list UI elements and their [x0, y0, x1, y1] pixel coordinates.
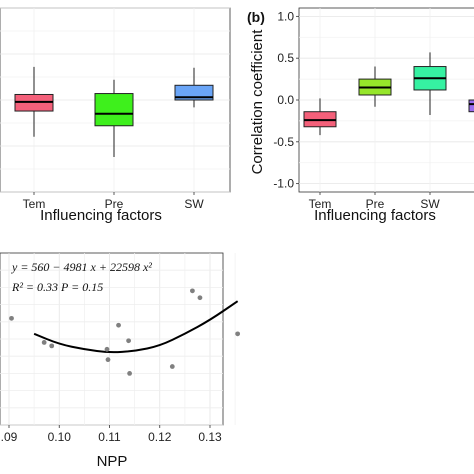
data-point [9, 315, 14, 321]
x-tick-label: 0.12 [148, 430, 172, 444]
y-tick-label: 0.0 [277, 93, 294, 107]
panel-a-xticks: Tem Pre SW [23, 192, 204, 211]
data-point [104, 346, 110, 352]
x-tick-label: 0.11 [98, 430, 121, 444]
regression-equation: y = 560 − 4981 x + 22598 x² [11, 260, 152, 274]
data-point [105, 357, 111, 363]
y-tick-label: -0.5 [273, 135, 294, 149]
data-point [169, 364, 175, 369]
panel-b-xlabel: Influencing factors [314, 207, 436, 224]
panel-b-yticks: -1.0 -0.5 0.0 0.5 1.0 [273, 9, 299, 191]
x-tick-label: Pre [105, 197, 124, 211]
y-tick-label: 0.5 [277, 51, 294, 65]
fit-curve [33, 300, 239, 354]
box-pre [94, 93, 134, 127]
panel-a: Tem Pre SW Influencing factors [0, 7, 231, 224]
box-extra [468, 99, 474, 113]
y-tick-label: -1.0 [273, 177, 294, 191]
panel-c-points [9, 288, 241, 376]
data-point [197, 295, 203, 301]
x-tick-label: Tem [23, 197, 46, 211]
panel-a-xlabel: Influencing factors [40, 207, 162, 224]
y-tick-label: 1.0 [277, 9, 294, 23]
data-point [127, 371, 132, 376]
panel-b-ylabel: Correlation coefficient [249, 29, 266, 175]
data-point [235, 331, 241, 337]
panel-c-grid [0, 253, 236, 426]
panel-c-xticks: .09 0.10 0.11 0.12 0.13 [1, 425, 222, 444]
x-tick-label: 0.13 [198, 430, 222, 444]
x-tick-label: .09 [1, 430, 18, 444]
data-point [116, 322, 121, 328]
panel-b-boxes [303, 52, 474, 136]
panel-b-xticks: Tem Pre SW [309, 192, 440, 211]
data-point [49, 343, 55, 349]
panel-b-label: (b) [247, 9, 265, 25]
x-tick-label: Tem [309, 197, 332, 211]
data-point [126, 338, 131, 344]
regression-stats: R² = 0.33 P = 0.15 [11, 280, 103, 294]
panel-a-boxes [14, 66, 214, 158]
panel-c: .09 0.10 0.11 0.12 0.13 y = 560 − 4981 x + 2… [0, 252, 241, 470]
x-tick-label: Pre [366, 197, 385, 211]
x-tick-label: SW [420, 197, 440, 211]
panel-c-xlabel: NPP [97, 453, 128, 470]
data-point [41, 340, 47, 345]
data-point [190, 288, 195, 294]
x-tick-label: 0.10 [48, 430, 72, 444]
panel-b: (b) -1.0 -0.5 0.0 0.5 1.0 Tem Pre SW Correlati… [247, 7, 474, 224]
x-tick-label: SW [184, 197, 204, 211]
